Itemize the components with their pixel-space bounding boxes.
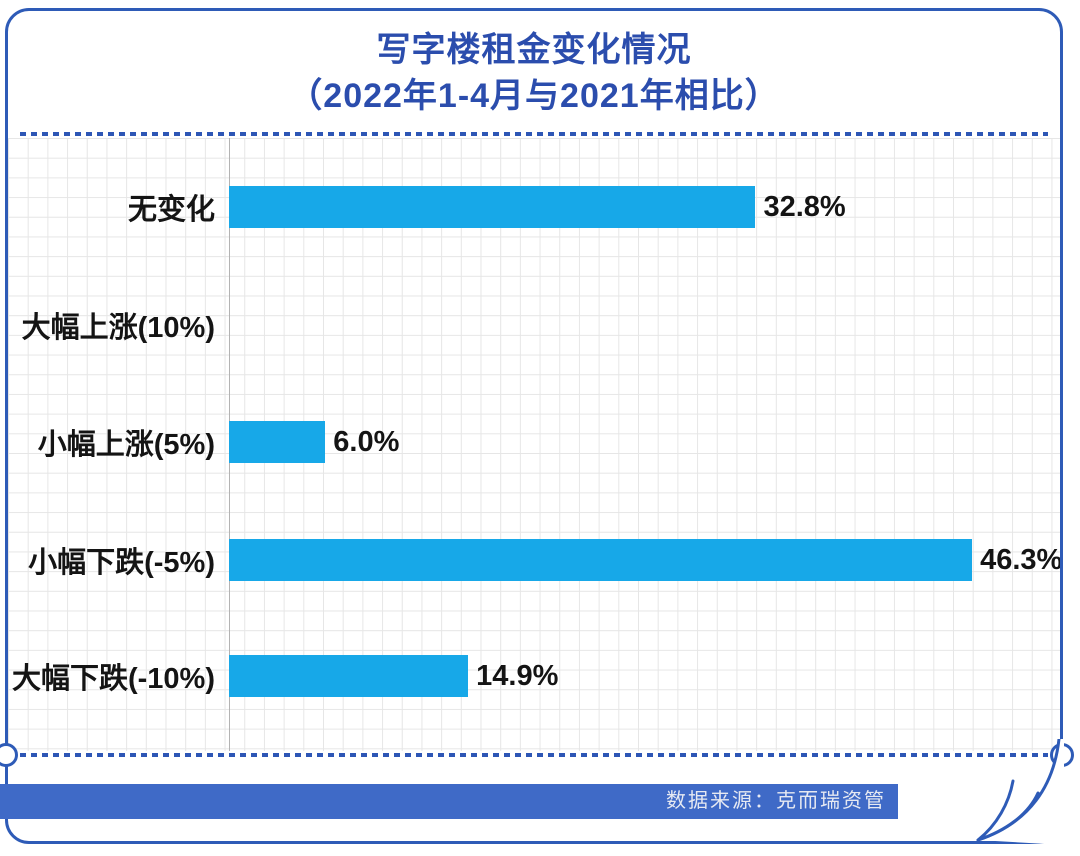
bar-row-no-change: 无变化 32.8% <box>8 185 1060 229</box>
data-source-bar: 数据来源：克而瑞资管 <box>0 784 898 819</box>
value-label: 6.0% <box>333 425 400 458</box>
bottom-dotted-divider <box>20 753 1048 757</box>
bar-row-big-drop: 大幅下跌(-10%) 14.9% <box>8 654 1060 698</box>
bar-row-small-drop: 小幅下跌(-5%) 46.3% <box>8 538 1060 582</box>
bar-no-change <box>229 186 756 228</box>
chart-title: 写字楼租金变化情况 （2022年1-4月与2021年相比） <box>8 27 1060 119</box>
value-label: 14.9% <box>476 659 559 692</box>
tear-notch-left <box>0 743 18 767</box>
bar-chart-plot-area: 无变化 32.8% 大幅上涨(10%) 小幅上涨(5%) 6.0% 小幅下跌(-… <box>8 138 1060 751</box>
category-label: 无变化 <box>127 194 215 226</box>
bar-small-drop <box>229 539 973 581</box>
value-label: 32.8% <box>763 190 846 223</box>
bar-small-rise <box>229 421 326 463</box>
category-label: 小幅下跌(-5%) <box>28 547 215 579</box>
bar-row-big-rise: 大幅上涨(10%) <box>8 303 1060 347</box>
chart-card: 写字楼租金变化情况 （2022年1-4月与2021年相比） 无变化 32.8% … <box>0 8 1074 845</box>
category-label: 大幅下跌(-10%) <box>11 663 215 695</box>
page-curl-icon <box>976 739 1064 845</box>
category-label: 小幅上涨(5%) <box>37 429 215 461</box>
chart-title-line1: 写字楼租金变化情况 <box>376 31 692 69</box>
chart-title-line2: （2022年1-4月与2021年相比） <box>288 77 780 115</box>
bar-row-small-rise: 小幅上涨(5%) 6.0% <box>8 420 1060 464</box>
bar-big-drop <box>229 655 469 697</box>
category-label: 大幅上涨(10%) <box>21 312 215 344</box>
value-label: 46.3% <box>980 543 1060 576</box>
top-dotted-divider <box>20 132 1048 136</box>
